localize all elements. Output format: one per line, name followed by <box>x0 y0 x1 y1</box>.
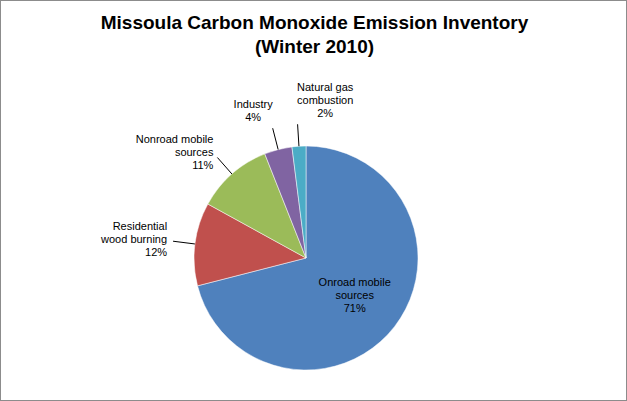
svg-text:Onroad mobilesources71%: Onroad mobilesources71% <box>319 276 391 314</box>
svg-text:Industry4%: Industry4% <box>234 98 274 123</box>
svg-text:Natural gascombustion2%: Natural gascombustion2% <box>297 81 354 119</box>
html-text:Missoula Carbon Monoxide Emiss: Missoula Carbon Monoxide Emission Invent… <box>100 12 529 57</box>
svg-text:Residentialwood burning12%: Residentialwood burning12% <box>100 220 167 258</box>
svg-text:Nonroad mobilesources11%: Nonroad mobilesources11% <box>136 133 214 171</box>
